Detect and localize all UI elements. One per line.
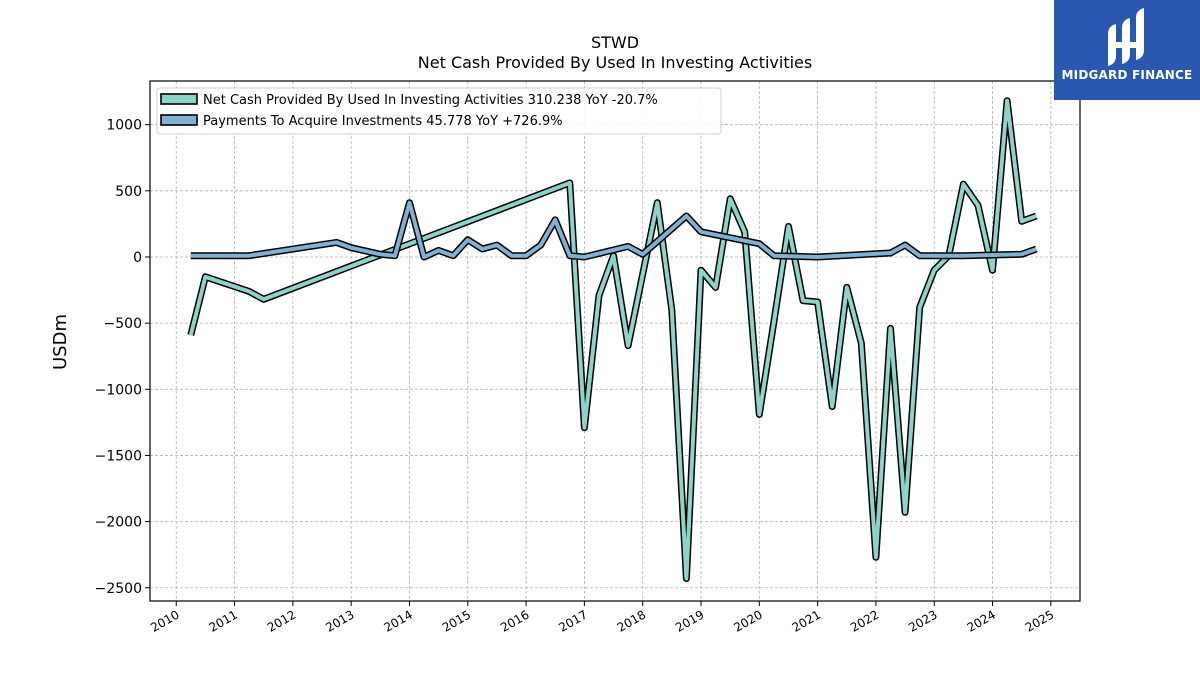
series-line-outline: [187, 97, 1038, 582]
y-tick-label: −2000: [95, 515, 142, 531]
x-tick-label: 2013: [323, 607, 356, 634]
series-line-2: [190, 200, 1037, 259]
series-layer: [187, 97, 1038, 582]
brand-mark-icon: [1108, 8, 1144, 66]
x-tick-label: 2025: [1023, 607, 1056, 634]
legend-box: [156, 87, 722, 135]
series-line-1: [188, 98, 1037, 581]
chart-subtitle: Net Cash Provided By Used In Investing A…: [418, 53, 812, 72]
x-tick-label: 2023: [906, 607, 939, 634]
grid: [150, 81, 1080, 601]
y-tick-label: −1500: [95, 448, 142, 464]
x-tick-label: 2019: [673, 607, 706, 634]
chart-title: STWD: [591, 33, 639, 52]
brand-name: MIDGARD FINANCE: [1061, 68, 1193, 82]
legend-swatch: [160, 93, 198, 105]
x-tick-label: 2021: [790, 607, 823, 634]
plot-area-frame: [149, 80, 1081, 602]
x-tick-label: 2011: [207, 607, 240, 634]
legend-swatch: [160, 114, 198, 126]
legend-entry-label: Net Cash Provided By Used In Investing A…: [203, 93, 658, 108]
x-tick-label: 2012: [265, 607, 298, 634]
y-tick-label: −500: [104, 316, 142, 332]
x-tick-label: 2024: [965, 607, 998, 634]
x-tick-label: 2014: [382, 607, 415, 634]
y-tick-label: 1000: [106, 118, 142, 134]
brand-logo: MIDGARD FINANCE: [1054, 0, 1200, 100]
legend: Net Cash Provided By Used In Investing A…: [156, 87, 722, 135]
y-tick-label: 500: [115, 184, 142, 200]
x-tick-label: 2015: [440, 607, 473, 634]
y-tick-label: −2500: [95, 581, 142, 597]
x-tick-label: 2010: [148, 607, 181, 634]
x-tick-label: 2017: [556, 607, 589, 634]
legend-entry-label: Payments To Acquire Investments 45.778 Y…: [203, 114, 563, 129]
y-axis-label: USDm: [50, 314, 71, 370]
x-tick-label: 2016: [498, 607, 531, 634]
y-tick-label: −1000: [95, 382, 142, 398]
y-tick-label: 0: [133, 250, 142, 266]
x-tick-label: 2018: [615, 607, 648, 634]
x-tick-label: 2022: [848, 607, 881, 634]
x-tick-label: 2020: [731, 607, 764, 634]
